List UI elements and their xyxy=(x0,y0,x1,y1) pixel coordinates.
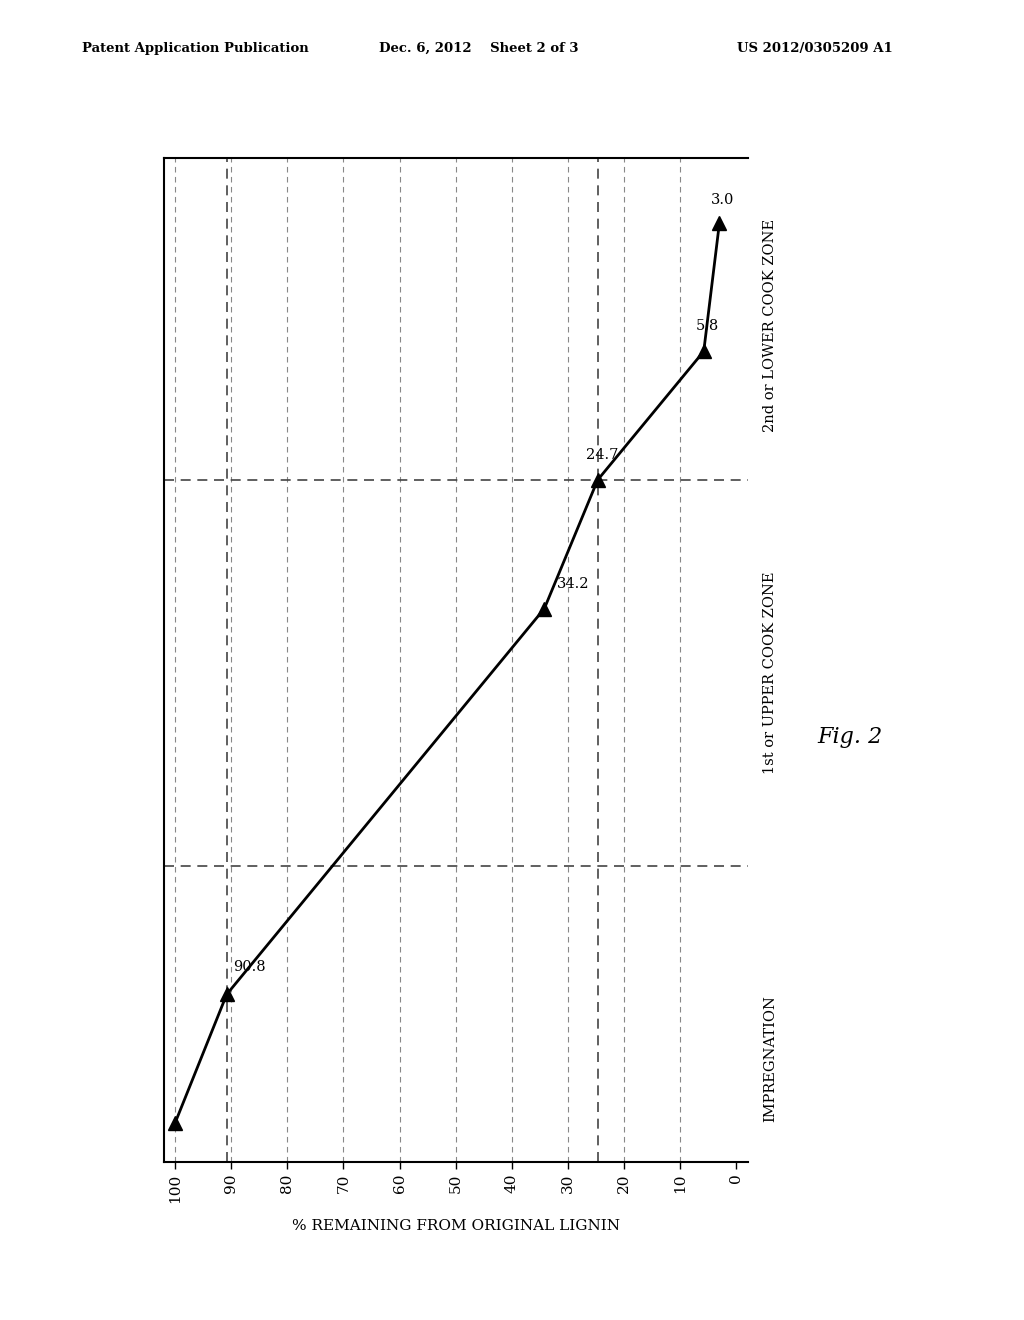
Text: US 2012/0305209 A1: US 2012/0305209 A1 xyxy=(737,42,893,55)
Text: 24.7: 24.7 xyxy=(587,447,618,462)
Text: 1st or UPPER COOK ZONE: 1st or UPPER COOK ZONE xyxy=(763,572,777,774)
Text: 2nd or LOWER COOK ZONE: 2nd or LOWER COOK ZONE xyxy=(763,219,777,432)
Text: Patent Application Publication: Patent Application Publication xyxy=(82,42,308,55)
Text: Dec. 6, 2012    Sheet 2 of 3: Dec. 6, 2012 Sheet 2 of 3 xyxy=(379,42,579,55)
Text: IMPREGNATION: IMPREGNATION xyxy=(763,995,777,1122)
Text: Fig. 2: Fig. 2 xyxy=(817,726,883,748)
Text: 3.0: 3.0 xyxy=(711,193,734,207)
X-axis label: % REMAINING FROM ORIGINAL LIGNIN: % REMAINING FROM ORIGINAL LIGNIN xyxy=(292,1220,620,1233)
Text: 5.8: 5.8 xyxy=(695,319,719,334)
Text: 34.2: 34.2 xyxy=(557,577,589,590)
Text: 90.8: 90.8 xyxy=(233,960,266,974)
